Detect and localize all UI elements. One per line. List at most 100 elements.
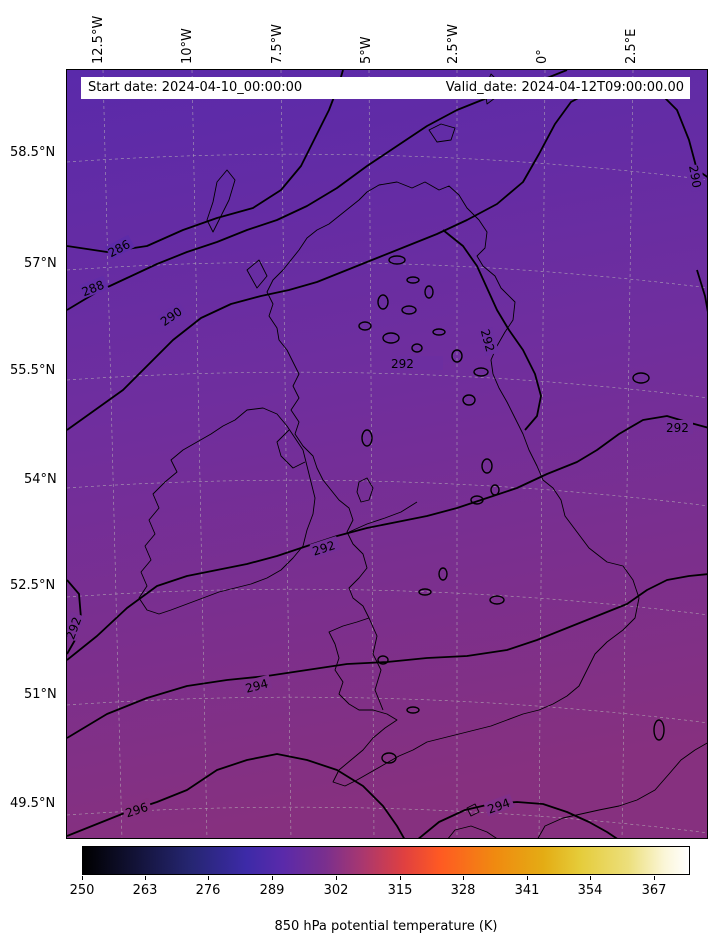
colorbar-tick-289: 289: [259, 883, 285, 898]
contour-blob: [470, 495, 484, 505]
colorbar-tick-354: 354: [577, 883, 603, 898]
contour-blob: [418, 588, 432, 596]
colorbar-tick-341: 341: [514, 883, 540, 898]
longitude-label-2-5e: 2.5°E: [624, 28, 639, 64]
latitude-label-54n: 54°N: [24, 472, 57, 487]
contour-blob: [489, 595, 505, 605]
coastline-skye: [246, 259, 268, 289]
gridline-lat-57n: [67, 261, 707, 289]
colorbar-tick-302: 302: [323, 883, 349, 898]
gridline-lon-2-5e: [621, 70, 634, 838]
contour-blob: [388, 255, 406, 265]
contour-blob: [438, 567, 448, 581]
valid-date-label: Valid_date: 2024-04-12T09:00:00.00: [445, 80, 684, 95]
colorbar-tickmark: [527, 876, 528, 880]
longitude-label-7-5w: 7.5°W: [270, 23, 285, 64]
longitude-label-12-5w: 12.5°W: [91, 15, 106, 64]
contour-label-group: 286 288 290 290 292 292 292 292 292 294 …: [67, 163, 706, 820]
border-northern-ireland: [276, 429, 306, 469]
colorbar-tickmark: [145, 876, 146, 880]
contour-blob: [462, 394, 476, 406]
longitude-label-10w: 10°W: [180, 28, 195, 64]
contour-294: [67, 573, 707, 739]
gridline-lat-54n: [67, 479, 707, 507]
contour-label-294-main: 294: [244, 676, 270, 695]
gridline-lat-51n: [67, 696, 707, 724]
contour-label-292-east: 292: [666, 421, 689, 435]
coastline-france: [537, 742, 707, 838]
gridline-lon-12-5w: [102, 70, 123, 838]
contour-blob: [490, 484, 500, 496]
contour-292-main: [67, 415, 707, 661]
colorbar-label: 850 hPa potential temperature (K): [274, 919, 498, 934]
colorbar-tickmark: [208, 876, 209, 880]
coastline-brittany: [448, 825, 497, 838]
temperature-field: [67, 70, 707, 838]
start-date-label: Start date: 2024-04-10_00:00:00: [88, 80, 303, 95]
gridline-lat-52-5n: [67, 588, 707, 616]
longitude-label-2-5w: 2.5°W: [446, 23, 461, 64]
contour-blob: [381, 752, 397, 764]
contour-blob: [358, 321, 372, 331]
coastline-isle-of-man: [356, 477, 374, 503]
contour-blobs: [358, 255, 665, 764]
contour-blob: [432, 328, 446, 336]
latitude-label-57n: 57°N: [24, 256, 57, 271]
latitude-label-55-5n: 55.5°N: [10, 363, 56, 378]
colorbar-tick-250: 250: [69, 883, 95, 898]
contour-292-east: [696, 269, 707, 313]
gridline-lon-10w: [191, 70, 208, 838]
gridline-lat-55-5n: [67, 371, 707, 399]
contour-blob: [401, 305, 417, 315]
longitude-label-0: 0°: [535, 49, 550, 64]
colorbar-tick-315: 315: [387, 883, 413, 898]
contour-blob: [424, 285, 434, 299]
contour-blob: [632, 372, 650, 384]
colorbar-tickmark: [336, 876, 337, 880]
contour-blob: [473, 367, 489, 377]
coastline-ireland: [138, 407, 316, 615]
colorbar-tick-263: 263: [132, 883, 158, 898]
contour-label-292-main: 292: [311, 538, 337, 558]
gridline-lat-58-5n: [67, 153, 707, 181]
gridline-lon-5w: [368, 70, 375, 838]
gridline-lon-7-5w: [280, 70, 292, 838]
contour-blob: [653, 719, 665, 741]
contour-label-290-east: 290: [686, 164, 704, 189]
date-info-box: Start date: 2024-04-10_00:00:00 Valid_da…: [81, 77, 690, 99]
coastline-channel-islands: [466, 803, 480, 817]
latitude-label-51n: 51°N: [24, 687, 57, 702]
colorbar-tickmark: [654, 876, 655, 880]
contour-blob: [377, 294, 389, 310]
colorbar-tickmark: [590, 876, 591, 880]
colorbar-tickmark: [272, 876, 273, 880]
contour-blob: [451, 349, 463, 363]
coastline-great-britain: [266, 181, 640, 787]
coastline-orkney: [428, 123, 456, 143]
latitude-label-52-5n: 52.5°N: [10, 578, 56, 593]
colorbar-tick-367: 367: [641, 883, 667, 898]
colorbar-tickmark: [82, 876, 83, 880]
contour-294-south: [418, 801, 618, 838]
contour-blob: [406, 706, 420, 714]
contours: [67, 70, 707, 838]
contour-blob: [481, 458, 493, 474]
colorbar-tick-328: 328: [450, 883, 476, 898]
gridline-lon-0: [538, 70, 546, 838]
contour-blob: [361, 429, 373, 447]
gridlines: [67, 70, 707, 838]
contour-label-292-highlands: 292: [391, 357, 414, 371]
latitude-label-58-5n: 58.5°N: [10, 145, 56, 160]
contour-label-296: 296: [124, 800, 150, 820]
latitude-label-49-5n: 49.5°N: [10, 796, 56, 811]
colorbar-tickmark: [400, 876, 401, 880]
contour-286: [67, 70, 344, 253]
map-panel[interactable]: 286 288 290 290 292 292 292 292 292 294 …: [66, 69, 708, 839]
contour-label-292-north: 292: [478, 328, 497, 354]
contour-blob: [406, 276, 420, 284]
colorbar-tick-276: 276: [195, 883, 221, 898]
contour-292-north: [442, 229, 542, 431]
contour-blob: [411, 343, 423, 353]
colorbar-tickmark: [463, 876, 464, 880]
map-canvas: 286 288 290 290 292 292 292 292 292 294 …: [67, 70, 707, 838]
